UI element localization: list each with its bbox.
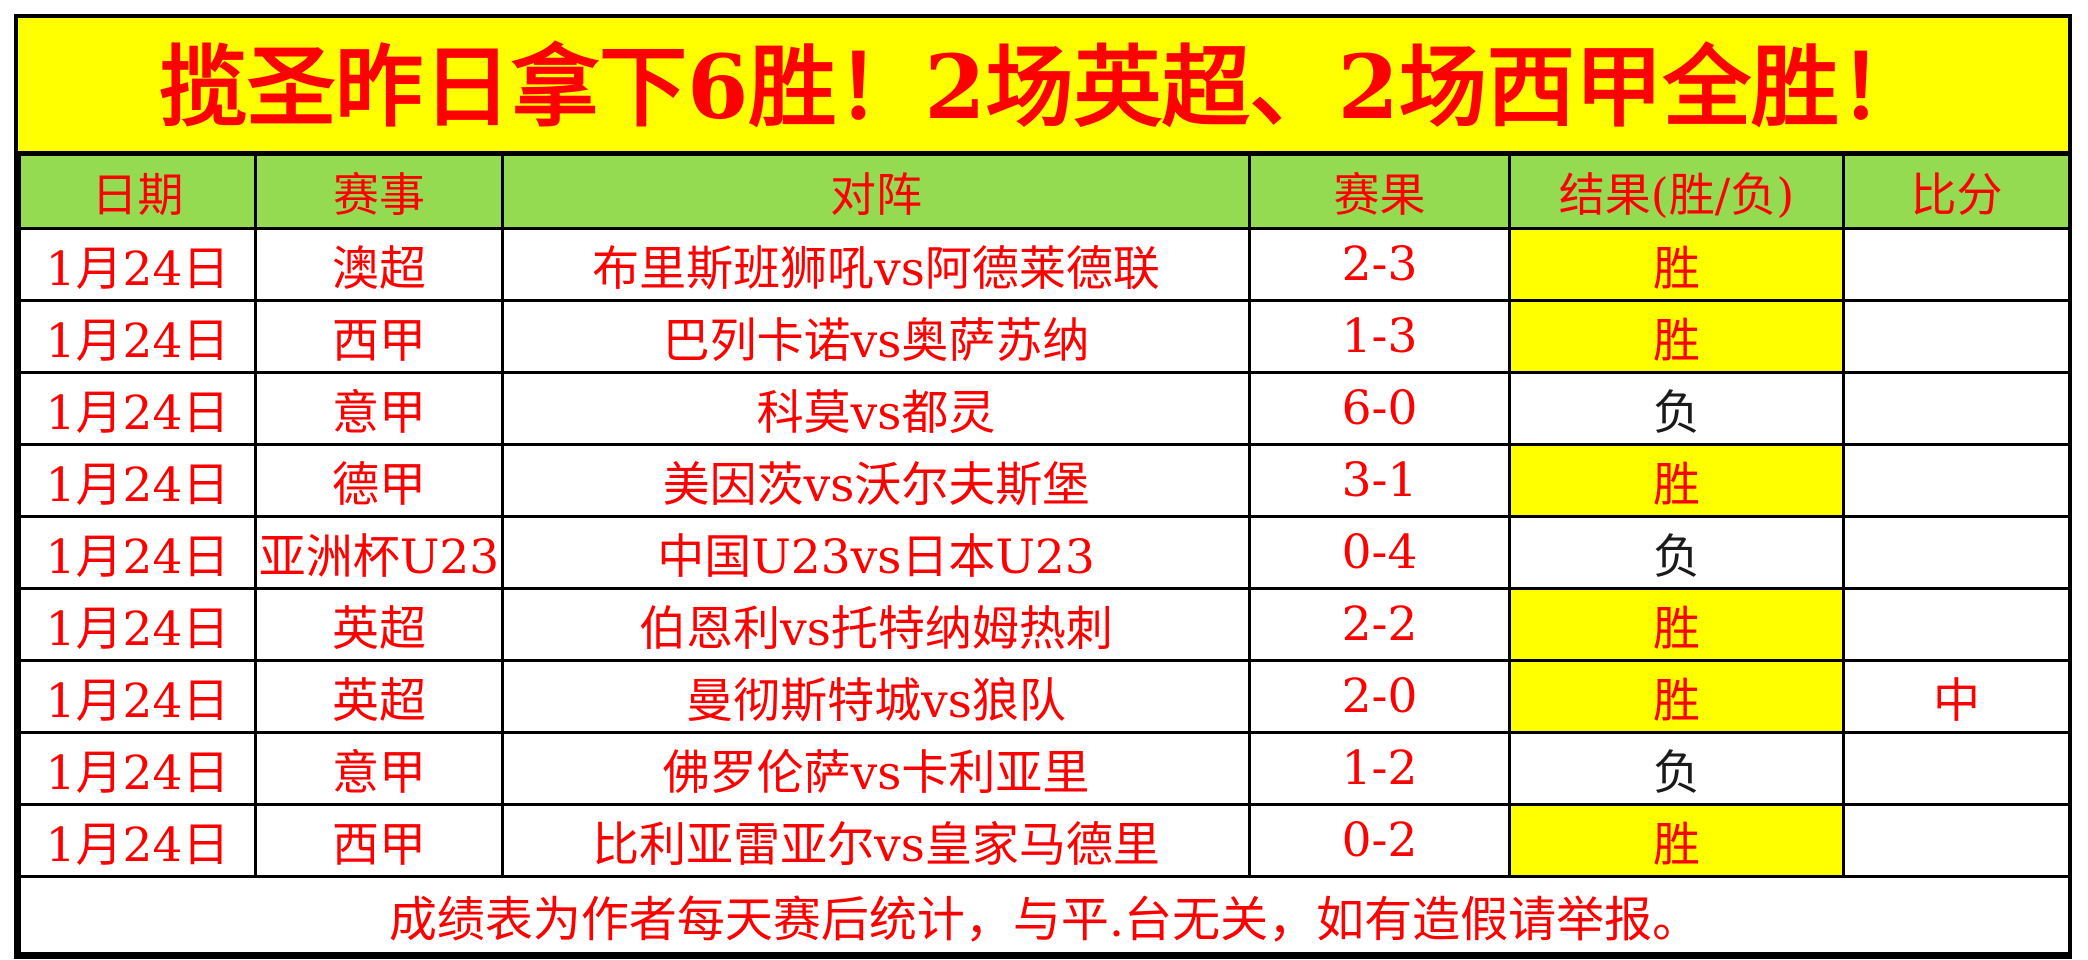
date-cell: 1月24日 (18, 803, 257, 878)
league-cell: 西甲 (254, 803, 504, 878)
league-cell: 意甲 (254, 731, 504, 806)
score-cell: 6-0 (1248, 371, 1511, 446)
footer-row: 成绩表为作者每天赛后统计，与平.台无关，如有造假请举报。 (18, 875, 2071, 955)
date-cell: 1月24日 (18, 227, 257, 302)
score-cell: 1-2 (1248, 731, 1511, 806)
match-cell: 佛罗伦萨vs卡利亚里 (501, 731, 1251, 806)
match-cell: 比利亚雷亚尔vs皇家马德里 (501, 803, 1251, 878)
final-cell: 中 (1842, 659, 2071, 734)
table-row: 1月24日 英超 伯恩利vs托特纳姆热刺 2-2 胜 (18, 587, 2071, 662)
score-cell: 2-2 (1248, 587, 1511, 662)
date-cell: 1月24日 (18, 731, 257, 806)
results-table: 日期 赛事 对阵 赛果 结果(胜/负) 比分 1月24日 澳超 布里斯班狮吼vs… (18, 153, 2071, 955)
league-cell: 德甲 (254, 443, 504, 518)
final-cell (1842, 227, 2071, 302)
column-header-result: 结果(胜/负) (1508, 153, 1845, 230)
header-row: 日期 赛事 对阵 赛果 结果(胜/负) 比分 (18, 153, 2071, 230)
match-cell: 伯恩利vs托特纳姆热刺 (501, 587, 1251, 662)
date-cell: 1月24日 (18, 659, 257, 734)
result-cell: 胜 (1508, 299, 1845, 374)
score-cell: 1-3 (1248, 299, 1511, 374)
league-cell: 亚洲杯U23 (254, 515, 504, 590)
date-cell: 1月24日 (18, 587, 257, 662)
table-row: 1月24日 意甲 佛罗伦萨vs卡利亚里 1-2 负 (18, 731, 2071, 806)
final-cell (1842, 803, 2071, 878)
column-header-final: 比分 (1842, 153, 2071, 230)
final-cell (1842, 443, 2071, 518)
score-cell: 0-2 (1248, 803, 1511, 878)
table-row: 1月24日 澳超 布里斯班狮吼vs阿德莱德联 2-3 胜 (18, 227, 2071, 302)
match-cell: 曼彻斯特城vs狼队 (501, 659, 1251, 734)
final-cell (1842, 371, 2071, 446)
score-cell: 0-4 (1248, 515, 1511, 590)
banner: 揽圣昨日拿下6胜！2场英超、2场西甲全胜！ (18, 18, 2068, 153)
table-row: 1月24日 亚洲杯U23 中国U23vs日本U23 0-4 负 (18, 515, 2071, 590)
match-cell: 布里斯班狮吼vs阿德莱德联 (501, 227, 1251, 302)
final-cell (1842, 299, 2071, 374)
result-cell: 负 (1508, 371, 1845, 446)
column-header-score: 赛果 (1248, 153, 1511, 230)
table-row: 1月24日 西甲 巴列卡诺vs奥萨苏纳 1-3 胜 (18, 299, 2071, 374)
date-cell: 1月24日 (18, 371, 257, 446)
date-cell: 1月24日 (18, 443, 257, 518)
result-cell: 胜 (1508, 587, 1845, 662)
league-cell: 意甲 (254, 371, 504, 446)
table-body: 1月24日 澳超 布里斯班狮吼vs阿德莱德联 2-3 胜 1月24日 西甲 巴列… (18, 227, 2071, 878)
league-cell: 西甲 (254, 299, 504, 374)
table-row: 1月24日 意甲 科莫vs都灵 6-0 负 (18, 371, 2071, 446)
score-cell: 2-3 (1248, 227, 1511, 302)
league-cell: 英超 (254, 587, 504, 662)
league-cell: 澳超 (254, 227, 504, 302)
score-cell: 3-1 (1248, 443, 1511, 518)
table-row: 1月24日 德甲 美因茨vs沃尔夫斯堡 3-1 胜 (18, 443, 2071, 518)
column-header-league: 赛事 (254, 153, 504, 230)
score-sheet: 揽圣昨日拿下6胜！2场英超、2场西甲全胜！ 日期 赛事 对阵 赛果 结果(胜/负… (14, 14, 2072, 959)
date-cell: 1月24日 (18, 515, 257, 590)
table-row: 1月24日 西甲 比利亚雷亚尔vs皇家马德里 0-2 胜 (18, 803, 2071, 878)
final-cell (1842, 731, 2071, 806)
result-cell: 胜 (1508, 803, 1845, 878)
match-cell: 巴列卡诺vs奥萨苏纳 (501, 299, 1251, 374)
match-cell: 科莫vs都灵 (501, 371, 1251, 446)
result-cell: 胜 (1508, 227, 1845, 302)
column-header-date: 日期 (18, 153, 257, 230)
date-cell: 1月24日 (18, 299, 257, 374)
table-row: 1月24日 英超 曼彻斯特城vs狼队 2-0 胜 中 (18, 659, 2071, 734)
column-header-match: 对阵 (501, 153, 1251, 230)
score-cell: 2-0 (1248, 659, 1511, 734)
result-cell: 胜 (1508, 659, 1845, 734)
result-cell: 负 (1508, 731, 1845, 806)
final-cell (1842, 515, 2071, 590)
final-cell (1842, 587, 2071, 662)
match-cell: 中国U23vs日本U23 (501, 515, 1251, 590)
result-cell: 胜 (1508, 443, 1845, 518)
result-cell: 负 (1508, 515, 1845, 590)
match-cell: 美因茨vs沃尔夫斯堡 (501, 443, 1251, 518)
league-cell: 英超 (254, 659, 504, 734)
banner-title: 揽圣昨日拿下6胜！2场英超、2场西甲全胜！ (159, 34, 1927, 139)
footer-note: 成绩表为作者每天赛后统计，与平.台无关，如有造假请举报。 (18, 875, 2071, 955)
